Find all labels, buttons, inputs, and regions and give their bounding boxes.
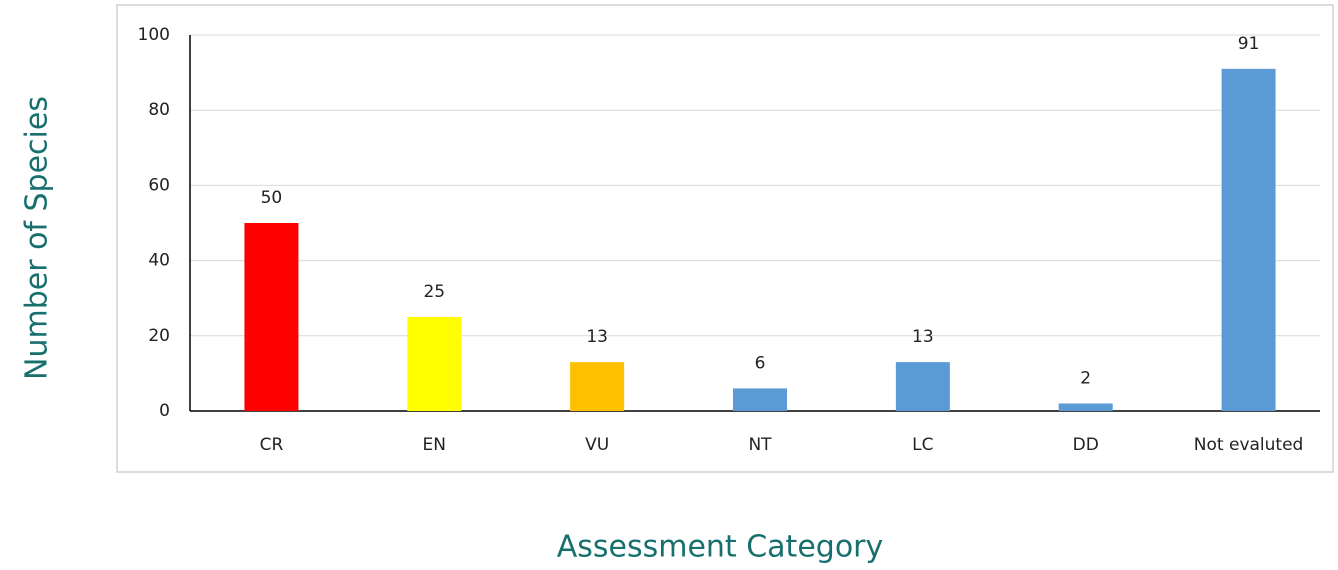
data-label: 50: [261, 188, 283, 208]
bar: [244, 223, 299, 411]
y-tick-label: 0: [159, 401, 170, 421]
data-label: 25: [423, 282, 445, 302]
bar: [407, 317, 462, 411]
x-tick-label: EN: [423, 435, 446, 455]
bar: [1221, 68, 1276, 411]
y-tick-label: 60: [148, 175, 170, 195]
y-tick-label: 20: [148, 326, 170, 346]
data-label: 6: [755, 353, 766, 373]
bar: [1058, 403, 1113, 411]
y-tick-label: 100: [138, 25, 170, 45]
data-label: 2: [1080, 368, 1091, 388]
x-tick-label: VU: [585, 435, 609, 455]
bar: [570, 362, 625, 411]
data-label: 13: [586, 327, 608, 347]
x-tick-label: NT: [748, 435, 772, 455]
x-tick-label: LC: [912, 435, 933, 455]
data-label: 13: [912, 327, 934, 347]
y-tick-label: 40: [148, 251, 170, 271]
bar: [733, 388, 787, 411]
bar: [895, 362, 950, 411]
x-tick-label: Not evaluted: [1194, 435, 1304, 455]
x-axis-title: Assessment Category: [557, 530, 884, 565]
chart-frame: [116, 4, 1334, 473]
x-tick-label: CR: [260, 435, 284, 455]
data-label: 91: [1238, 34, 1260, 54]
y-axis-title: Number of Species: [20, 96, 55, 380]
y-tick-label: 80: [148, 100, 170, 120]
x-tick-label: DD: [1073, 435, 1099, 455]
